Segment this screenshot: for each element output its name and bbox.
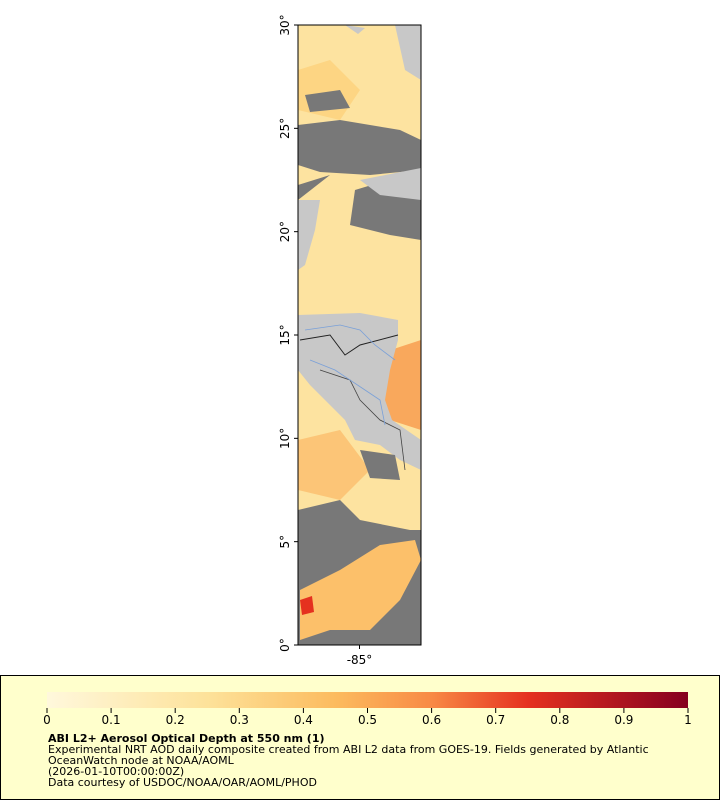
colorbar-tick-label: 0.5 bbox=[358, 713, 377, 727]
colorbar bbox=[47, 692, 688, 708]
y-tick-label: 0° bbox=[278, 638, 292, 652]
aod-patch bbox=[300, 596, 314, 615]
map-image bbox=[298, 25, 421, 645]
no-data bbox=[305, 90, 350, 112]
colorbar-axis: 0 0.1 0.2 0.3 0.4 0.5 0.6 0.7 0.8 0.9 1 bbox=[43, 708, 692, 727]
colorbar-tick-label: 0.3 bbox=[230, 713, 249, 727]
y-tick-label: 20° bbox=[278, 221, 292, 242]
land bbox=[298, 313, 421, 470]
y-tick-label: 10° bbox=[278, 428, 292, 449]
colorbar-tick-label: 0 bbox=[43, 713, 51, 727]
colorbar-tick-label: 0.7 bbox=[486, 713, 505, 727]
land bbox=[298, 200, 320, 270]
aod-patch bbox=[300, 540, 421, 640]
colorbar-tick-label: 0.6 bbox=[422, 713, 441, 727]
legend-line: Experimental NRT AOD daily composite cre… bbox=[48, 743, 649, 756]
river bbox=[309, 359, 386, 426]
land bbox=[395, 25, 421, 80]
land bbox=[345, 25, 365, 34]
colorbar-tick-label: 0.4 bbox=[294, 713, 313, 727]
y-tick-label: 25° bbox=[278, 118, 292, 139]
river bbox=[304, 324, 396, 361]
aod-patch bbox=[298, 430, 370, 500]
legend-title: ABI L2+ Aerosol Optical Depth at 550 nm … bbox=[48, 732, 325, 745]
no-data bbox=[298, 175, 330, 200]
colorbar-tick-label: 0.2 bbox=[166, 713, 185, 727]
y-tick-label: 15° bbox=[278, 324, 292, 345]
legend-line: (2026-01-10T00:00:00Z) bbox=[48, 765, 184, 778]
colorbar-tick-label: 0.1 bbox=[102, 713, 121, 727]
legend-line: OceanWatch node at NOAA/AOML bbox=[48, 754, 235, 767]
y-tick-label: 5° bbox=[278, 535, 292, 549]
colorbar-tick-label: 1 bbox=[684, 713, 692, 727]
border bbox=[319, 369, 406, 471]
colorbar-tick-label: 0.8 bbox=[550, 713, 569, 727]
border bbox=[299, 334, 399, 356]
no-data bbox=[360, 450, 400, 480]
no-data bbox=[298, 120, 421, 175]
y-tick-label: 30° bbox=[278, 14, 292, 35]
legend-line: Data courtesy of USDOC/NOAA/OAR/AOML/PHO… bbox=[48, 776, 317, 789]
x-tick-label: -85° bbox=[347, 653, 373, 667]
axes: 0° 5° 10° 15° 20° 25° 30° -85° bbox=[278, 14, 372, 667]
land bbox=[360, 168, 421, 200]
colorbar-tick-label: 0.9 bbox=[614, 713, 633, 727]
